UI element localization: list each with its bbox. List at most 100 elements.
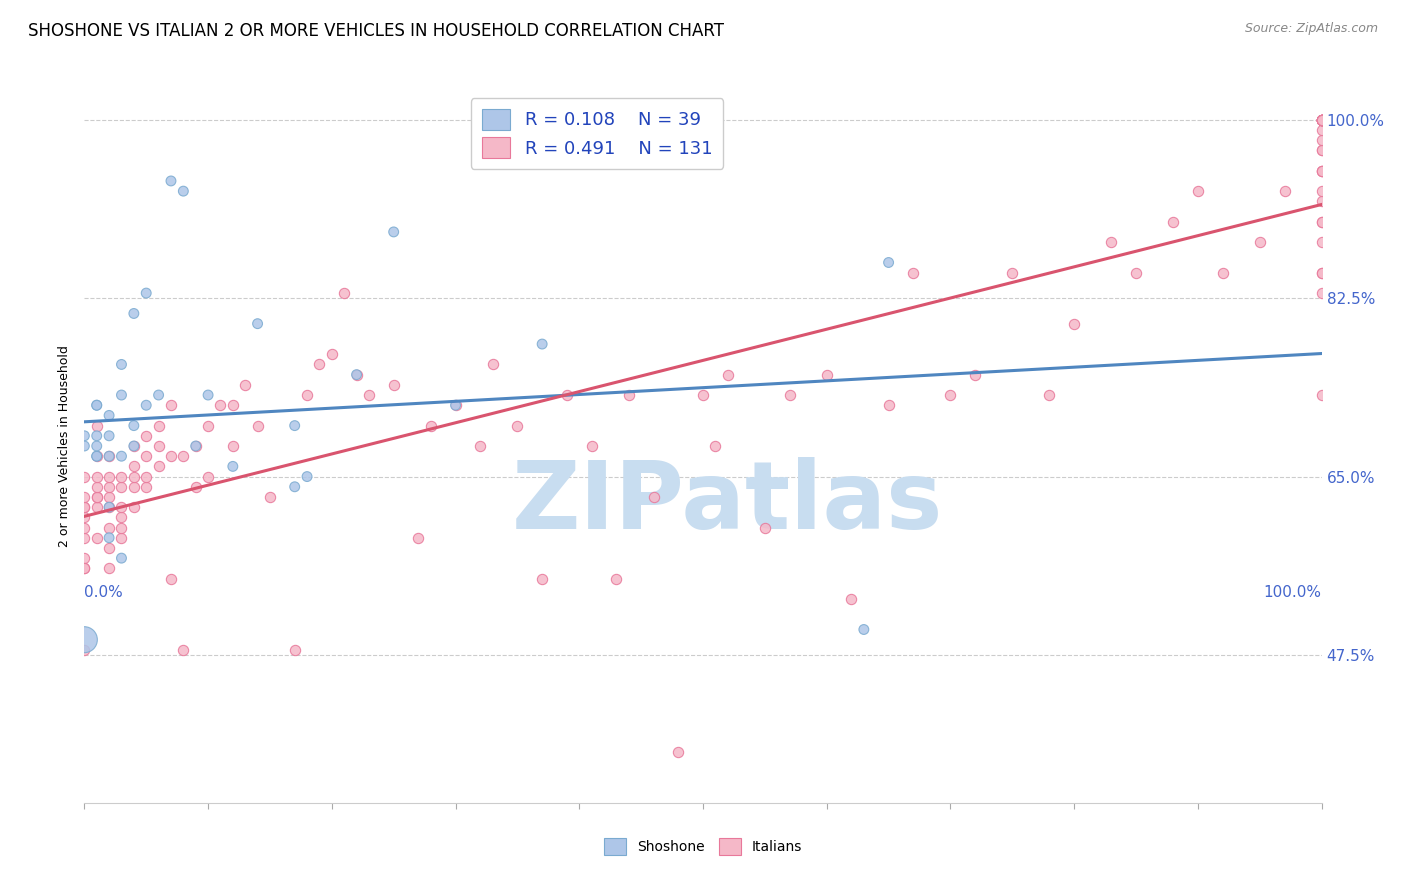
Point (284, 643, 307, 657)
Point (357, 388, 380, 402)
Point (184, 480, 207, 494)
Point (1310, 133, 1333, 147)
Point (98, 490, 121, 504)
Point (148, 439, 170, 453)
Point (110, 510, 132, 524)
Point (444, 398, 467, 412)
Point (419, 418, 441, 433)
Point (160, 174, 183, 188)
Point (346, 368, 368, 382)
Point (86, 449, 108, 463)
Point (754, 520, 776, 534)
Point (1310, 144, 1333, 158)
Point (110, 480, 132, 494)
Point (98, 469, 121, 483)
Point (1310, 163, 1333, 178)
Point (1274, 184, 1296, 198)
Point (1125, 266, 1147, 280)
Point (110, 469, 132, 483)
Point (73, 500, 96, 515)
Point (98, 449, 121, 463)
Point (939, 388, 962, 402)
Point (1310, 123, 1333, 137)
Point (197, 418, 219, 433)
Point (1310, 144, 1333, 158)
Text: ZIPatlas: ZIPatlas (512, 457, 943, 549)
Y-axis label: 2 or more Vehicles in Household: 2 or more Vehicles in Household (58, 345, 72, 547)
Point (321, 347, 343, 361)
Point (903, 266, 925, 280)
Point (122, 439, 145, 453)
Point (877, 255, 900, 269)
Point (233, 377, 256, 392)
Point (122, 418, 145, 433)
Point (197, 469, 219, 483)
Point (122, 439, 145, 453)
Point (86, 398, 108, 412)
Point (98, 429, 121, 443)
Point (382, 377, 405, 392)
Point (122, 480, 145, 494)
Point (1310, 112, 1333, 127)
Point (98, 409, 121, 423)
Point (643, 490, 665, 504)
Point (184, 439, 207, 453)
Point (184, 439, 207, 453)
Point (1310, 112, 1333, 127)
Point (481, 358, 503, 372)
Point (73, 510, 96, 524)
Point (73, 469, 96, 483)
Point (333, 286, 356, 301)
Point (1099, 235, 1122, 249)
Point (295, 469, 318, 483)
Point (86, 418, 108, 433)
Point (73, 490, 96, 504)
Point (110, 520, 132, 534)
Point (1310, 112, 1333, 127)
Point (73, 531, 96, 545)
Point (73, 429, 96, 443)
Point (86, 480, 108, 494)
Text: 0.0%: 0.0% (84, 585, 124, 600)
Point (86, 490, 108, 504)
Point (135, 398, 157, 412)
Point (98, 449, 121, 463)
Point (852, 623, 875, 637)
Point (1310, 112, 1333, 127)
Point (209, 398, 232, 412)
Point (110, 531, 132, 545)
Point (86, 469, 108, 483)
Point (531, 337, 554, 351)
Point (1310, 215, 1333, 229)
Point (73, 643, 96, 657)
Point (1310, 194, 1333, 209)
Point (1310, 112, 1333, 127)
Point (382, 225, 405, 239)
Point (160, 398, 183, 412)
Point (86, 500, 108, 515)
Point (1310, 163, 1333, 178)
Point (122, 500, 145, 515)
Point (122, 306, 145, 320)
Point (1310, 266, 1333, 280)
Point (197, 388, 219, 402)
Point (86, 449, 108, 463)
Point (1310, 112, 1333, 127)
Point (98, 531, 121, 545)
Point (172, 449, 194, 463)
Point (1310, 112, 1333, 127)
Point (692, 388, 714, 402)
Point (877, 398, 900, 412)
Point (1310, 184, 1333, 198)
Point (1310, 235, 1333, 249)
Point (1310, 112, 1333, 127)
Text: SHOSHONE VS ITALIAN 2 OR MORE VEHICLES IN HOUSEHOLD CORRELATION CHART: SHOSHONE VS ITALIAN 2 OR MORE VEHICLES I… (28, 22, 724, 40)
Point (135, 469, 157, 483)
Point (1063, 317, 1085, 331)
Point (1038, 388, 1060, 402)
Point (98, 541, 121, 555)
Point (160, 449, 183, 463)
Point (815, 368, 838, 382)
Point (408, 531, 430, 545)
Point (98, 520, 121, 534)
